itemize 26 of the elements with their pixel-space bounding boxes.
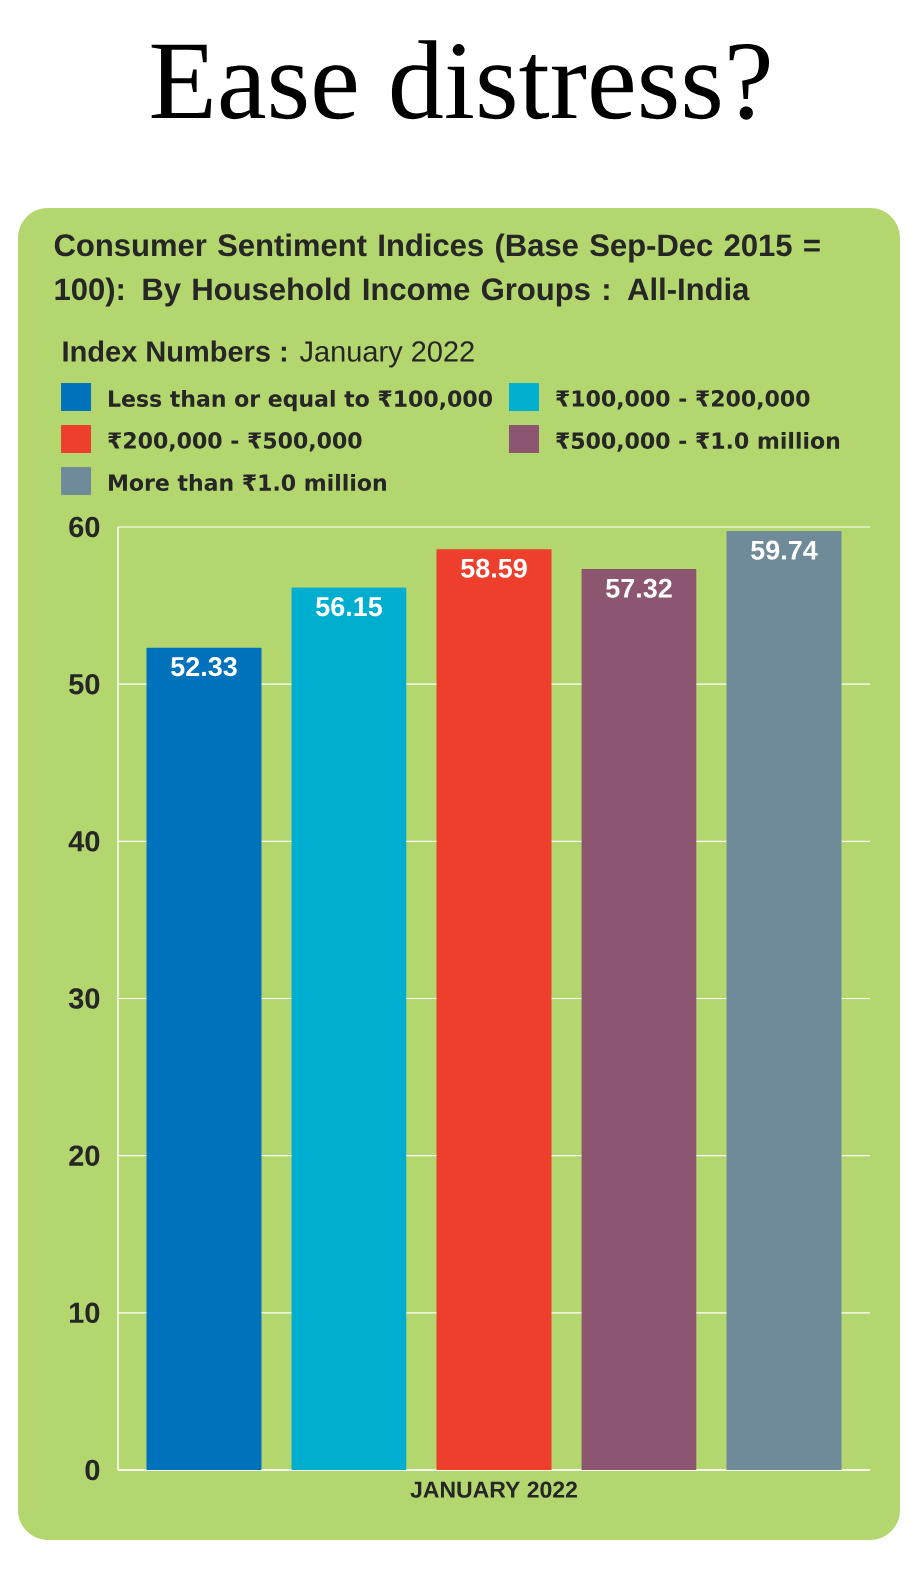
x-tick-label: JANUARY 2022 bbox=[410, 1481, 577, 1498]
bar bbox=[581, 569, 697, 1470]
legend-label: Less than or equal to ₹100,000 bbox=[109, 389, 492, 412]
y-tick-label: 30 bbox=[68, 988, 100, 1009]
data-label: 57.32 bbox=[606, 578, 672, 598]
legend-label: ₹200,000 - ₹500,000 bbox=[108, 432, 362, 452]
chart-title: Ease distress? bbox=[151, 40, 770, 120]
legend-label: ₹100,000 - ₹200,000 bbox=[556, 390, 810, 410]
y-tick-label: 0 bbox=[85, 1459, 100, 1481]
y-tick-label: 60 bbox=[69, 516, 100, 538]
data-label: 52.33 bbox=[171, 657, 237, 677]
y-tick-label: 50 bbox=[69, 673, 100, 695]
text: Index Numbers : January 2022 bbox=[63, 340, 474, 368]
bar bbox=[291, 587, 407, 1470]
legend-label: More than ₹1.0 million bbox=[109, 473, 386, 491]
data-label: 58.59 bbox=[461, 558, 527, 578]
y-tick-label: 10 bbox=[70, 1302, 100, 1324]
data-label: 56.15 bbox=[316, 597, 383, 617]
y-tick-label: 40 bbox=[68, 831, 100, 852]
chart-subtitle: Consumer Sentiment Indices (Base Sep-Dec 2015 = 100): By Household Income Groups : All-India bbox=[54, 233, 820, 307]
data-label: 59.74 bbox=[751, 540, 818, 560]
legend-label: ₹500,000 - ₹1.0 million bbox=[556, 431, 840, 452]
bar bbox=[726, 531, 842, 1470]
bar bbox=[436, 549, 552, 1470]
bar bbox=[146, 647, 262, 1470]
y-tick-label: 20 bbox=[69, 1145, 100, 1166]
